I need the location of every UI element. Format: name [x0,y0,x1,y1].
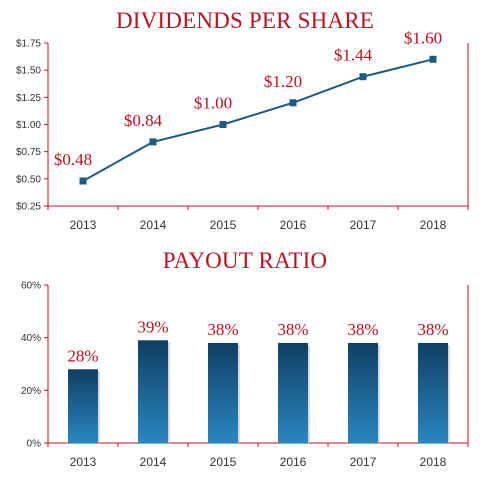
data-point-marker [219,121,227,128]
x-tick-label: 2014 [140,218,167,232]
data-label: $1.00 [194,94,232,113]
data-label: 38% [277,320,308,339]
series-line [82,58,434,182]
x-tick-label: 2013 [70,218,97,232]
data-label: $0.48 [54,150,92,169]
y-tick-label: $1.75 [16,39,41,50]
bar [348,342,378,443]
dividends-chart-title: DIVIDENDS PER SHARE [115,8,375,33]
payout-chart: PAYOUT RATIO 0% 20% 40% 60% 2013 2014 2015 2016… [0,245,490,485]
y-tick-label: $1.00 [16,120,41,131]
dividends-chart-svg: $0.25 $0.50 $0.75 $1.00 $1.25 $1.50 $1.75 2013 2… [16,28,469,232]
dividends-chart: DIVIDENDS PER SHARE $0.25 $0.50 $0.75 $1.00… [16,8,469,232]
x-tick-label: 2015 [210,455,237,469]
x-tick-label: 2018 [420,218,447,232]
bar [68,369,98,443]
y-tick-label: $0.75 [16,147,41,158]
bar [418,342,448,443]
data-label: 28% [67,346,98,365]
x-tick-label: 2016 [280,218,307,232]
y-tick-label: $1.25 [16,93,41,104]
data-label: 38% [207,320,238,339]
payout-chart-svg: 0% 20% 40% 60% 2013 2014 2015 2016 2017 2018 28% 39… [21,281,469,469]
data-point-marker [359,73,367,81]
y-tick-label: 60% [21,281,41,292]
data-point-marker [79,177,87,185]
data-label: $1.20 [264,72,302,91]
x-tick-label: 2013 [70,455,97,469]
bar [278,342,308,443]
data-label: 38% [347,320,378,339]
bar [138,340,168,443]
x-tick-label: 2014 [140,455,167,469]
data-label: 38% [417,320,448,339]
x-tick-label: 2015 [210,218,237,232]
y-tick-label: 20% [21,386,41,397]
y-tick-label: $0.25 [16,202,41,213]
data-point-marker [429,55,437,63]
x-tick-label: 2016 [280,455,307,469]
x-tick-label: 2018 [420,455,447,469]
y-tick-label: $0.50 [16,174,41,185]
x-tick-label: 2017 [350,455,377,469]
x-tick-label: 2017 [350,218,377,232]
data-label: $0.84 [124,111,163,130]
payout-chart-title: PAYOUT RATIO [162,248,328,273]
data-point-marker [149,138,157,146]
data-label: $1.60 [404,28,442,47]
data-label: 39% [137,317,168,336]
bar [208,342,238,443]
y-tick-label: 0% [27,439,42,450]
data-point-marker [289,99,297,107]
y-tick-label: $1.50 [16,66,41,77]
data-label: $1.44 [334,46,373,65]
y-tick-label: 40% [21,333,41,344]
